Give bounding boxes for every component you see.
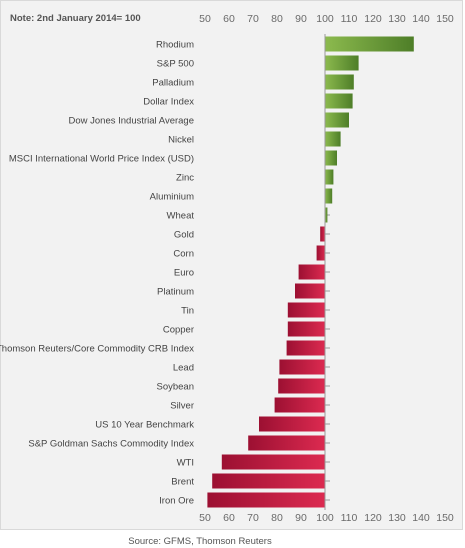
x-tick-label-top-60: 60 — [223, 13, 235, 25]
bars — [207, 36, 414, 508]
category-label: Iron Ore — [159, 496, 194, 507]
category-label: Copper — [163, 325, 194, 336]
category-label: Thomson Reuters/Core Commodity CRB Index — [0, 344, 194, 355]
x-tick-label-bottom-110: 110 — [341, 512, 358, 524]
bar-msci-international-world-price-index-usd — [325, 150, 337, 166]
x-tick-label-top-100: 100 — [316, 13, 334, 25]
bar-copper — [287, 321, 325, 337]
category-label: Soybean — [156, 382, 194, 393]
bar-wti — [221, 454, 325, 470]
category-label: Brent — [171, 477, 194, 488]
bar-brent — [212, 473, 325, 489]
x-tick-label-bottom-130: 130 — [388, 512, 406, 524]
x-tick-label-top-80: 80 — [271, 13, 283, 25]
category-label: Dollar Index — [143, 97, 194, 108]
bar-aluminium — [325, 188, 333, 204]
category-label: Rhodium — [156, 40, 194, 51]
bar-nickel — [325, 131, 341, 147]
x-tick-label-top-50: 50 — [199, 13, 211, 25]
x-tick-label-bottom-90: 90 — [295, 512, 307, 524]
category-label: WTI — [177, 458, 194, 469]
bar-dow-jones-industrial-average — [325, 112, 349, 128]
x-tick-label-top-140: 140 — [412, 13, 430, 25]
category-label: Gold — [174, 230, 194, 241]
x-tick-label-bottom-140: 140 — [412, 512, 430, 524]
x-tick-label-top-110: 110 — [341, 13, 358, 25]
category-label: Euro — [174, 268, 194, 279]
bar-iron-ore — [207, 492, 325, 508]
x-tick-label-top-150: 150 — [436, 13, 454, 25]
bar-gold — [320, 226, 325, 242]
chart-note: Note: 2nd January 2014= 100 — [10, 13, 141, 24]
category-label: MSCI International World Price Index (US… — [9, 154, 194, 165]
x-tick-label-bottom-150: 150 — [436, 512, 454, 524]
category-label: S&P Goldman Sachs Commodity Index — [28, 439, 194, 450]
bar-soybean — [278, 378, 325, 394]
bar-s-p-500 — [325, 55, 359, 71]
category-label: S&P 500 — [157, 59, 194, 70]
category-label: Lead — [173, 363, 194, 374]
bar-corn — [316, 245, 325, 261]
bar-silver — [274, 397, 325, 413]
category-label: Zinc — [176, 173, 194, 184]
category-label: Nickel — [168, 135, 194, 146]
category-label: Palladium — [152, 78, 194, 89]
x-tick-label-bottom-70: 70 — [247, 512, 259, 524]
bar-wheat — [325, 207, 328, 223]
x-tick-label-top-130: 130 — [388, 13, 406, 25]
bar-rhodium — [325, 36, 414, 52]
x-tick-label-bottom-50: 50 — [199, 512, 211, 524]
category-label: Tin — [181, 306, 194, 317]
x-tick-label-bottom-120: 120 — [364, 512, 382, 524]
bar-tin — [287, 302, 325, 318]
bar-euro — [298, 264, 325, 280]
bar-lead — [279, 359, 325, 375]
chart-source: Source: GFMS, Thomson Reuters — [128, 536, 272, 547]
category-label: Silver — [170, 401, 194, 412]
category-label: Dow Jones Industrial Average — [68, 116, 194, 127]
category-label: US 10 Year Benchmark — [95, 420, 194, 431]
bar-palladium — [325, 74, 354, 90]
x-tick-label-bottom-60: 60 — [223, 512, 235, 524]
x-tick-label-bottom-100: 100 — [316, 512, 334, 524]
bar-zinc — [325, 169, 334, 185]
bar-platinum — [295, 283, 325, 299]
x-tick-label-top-70: 70 — [247, 13, 259, 25]
x-tick-label-top-90: 90 — [295, 13, 307, 25]
bar-s-p-goldman-sachs-commodity-index — [248, 435, 325, 451]
x-tick-label-top-120: 120 — [364, 13, 382, 25]
bar-us-10-year-benchmark — [259, 416, 325, 432]
bar-thomson-reuters-core-commodity-crb-index — [286, 340, 325, 356]
top-axis: 50 60 70 80 90 100 110 120 130 140 150 — [199, 13, 454, 25]
x-tick-label-bottom-80: 80 — [271, 512, 283, 524]
chart-panel — [0, 0, 463, 530]
bottom-axis: 50 60 70 80 90 100 110 120 130 140 150 — [199, 512, 454, 524]
category-label: Platinum — [157, 287, 194, 298]
category-label: Corn — [173, 249, 194, 260]
category-labels: Rhodium S&P 500 Palladium Dollar Index Dow J… — [0, 40, 194, 507]
category-label: Aluminium — [150, 192, 194, 203]
category-label: Wheat — [167, 211, 195, 222]
bar-dollar-index — [325, 93, 353, 109]
